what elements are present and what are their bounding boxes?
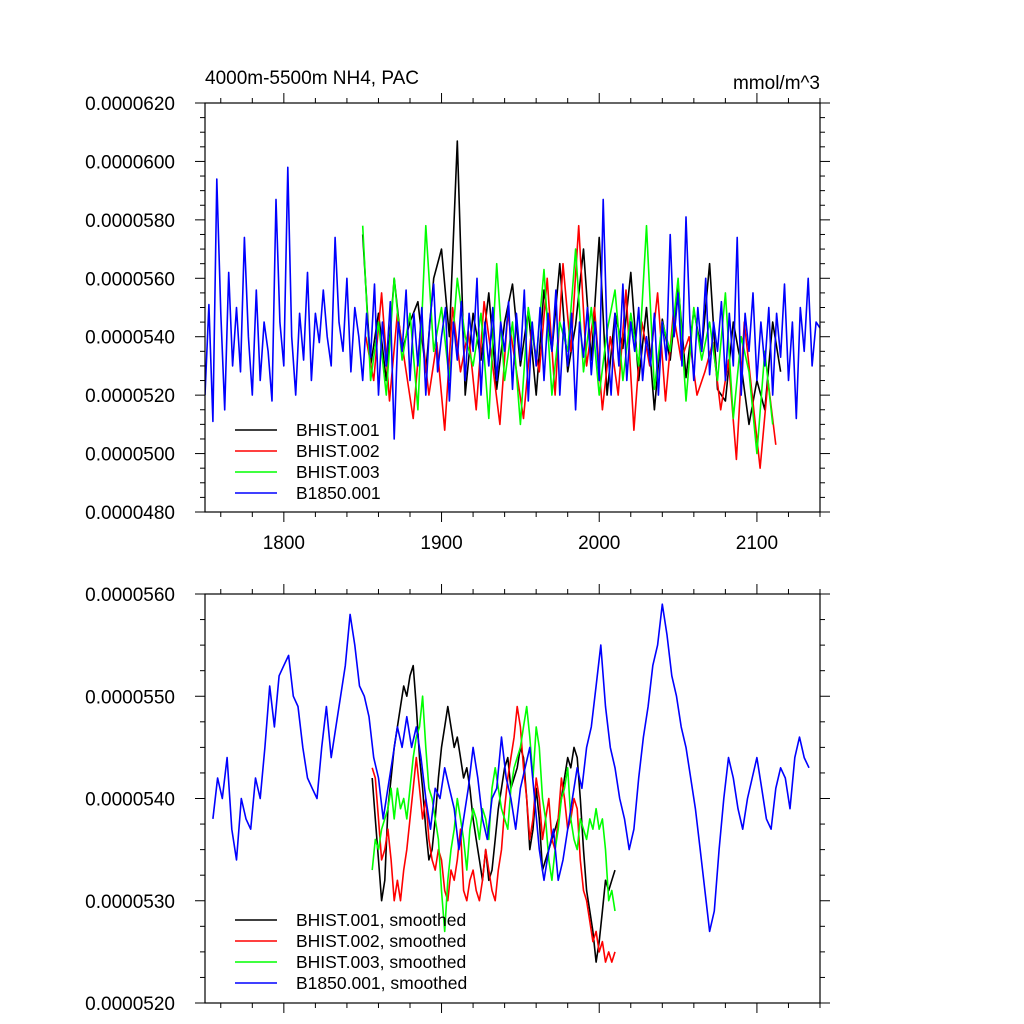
legend-label: B1850.001 xyxy=(296,483,381,503)
bottom-panel-smoothed-series: 0.0000520 0.0000530 0.0000540 0.0000550 0.00… xyxy=(85,584,830,1015)
x-tick-label: 1900 xyxy=(420,533,462,554)
y-tick-label: 0.0000500 xyxy=(85,445,175,466)
y-tick-label: 0.0000600 xyxy=(85,152,175,173)
legend-label: B1850.001, smoothed xyxy=(296,973,467,993)
series-line-b1850-001-smoothed xyxy=(212,603,810,933)
chart-title: 4000m-5500m NH4, PAC xyxy=(205,68,419,89)
top-panel-time-series: 1800 1900 2000 2100 0.0000480 0.0000500 0.0000… xyxy=(85,68,830,554)
series-line-bhist-003-smoothed xyxy=(371,695,616,933)
series-group xyxy=(212,603,810,963)
legend-label: BHIST.003, smoothed xyxy=(296,952,466,972)
series-line-b1850-001 xyxy=(205,166,820,440)
y-tick-label: 0.0000620 xyxy=(85,94,175,115)
y-tick-label: 0.0000550 xyxy=(85,687,175,708)
y-tick-label: 0.0000560 xyxy=(85,269,175,290)
y-tick-label: 0.0000540 xyxy=(85,790,175,811)
x-tick-label: 2100 xyxy=(736,533,778,554)
y-tick-label: 0.0000540 xyxy=(85,328,175,349)
y-tick-label: 0.0000530 xyxy=(85,892,175,913)
y-tick-label: 0.0000520 xyxy=(85,994,175,1015)
legend-label: BHIST.002, smoothed xyxy=(296,931,466,951)
chart-units: mmol/m^3 xyxy=(733,73,820,94)
series-line-bhist-002 xyxy=(365,224,777,470)
y-tick-label: 0.0000480 xyxy=(85,503,175,524)
x-tick-label: 2000 xyxy=(578,533,620,554)
series-line-bhist-002-smoothed xyxy=(371,705,616,963)
legend-label: BHIST.002 xyxy=(296,441,380,461)
series-line-bhist-003 xyxy=(361,224,774,455)
series-line-bhist-001-smoothed xyxy=(371,664,616,963)
y-tick-label: 0.0000580 xyxy=(85,211,175,232)
y-tick-label: 0.0000520 xyxy=(85,386,175,407)
legend-label: BHIST.001, smoothed xyxy=(296,910,466,930)
legend-label: BHIST.001 xyxy=(296,420,380,440)
y-tick-label: 0.0000560 xyxy=(85,585,175,606)
legend-label: BHIST.003 xyxy=(296,462,380,482)
x-tick-label: 1800 xyxy=(263,533,305,554)
series-group xyxy=(205,140,820,470)
